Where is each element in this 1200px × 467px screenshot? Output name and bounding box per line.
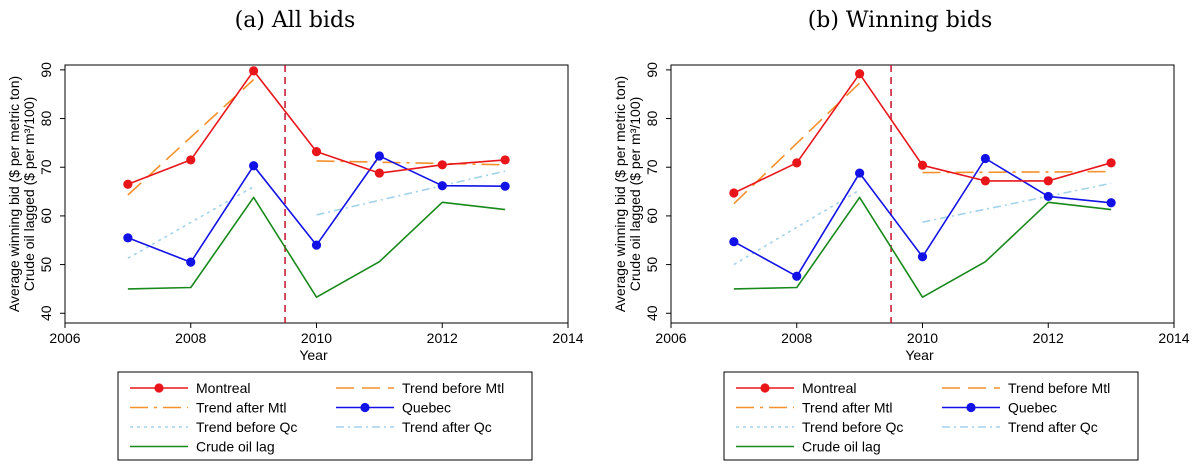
x-tick-label: 2012 [427,330,458,346]
chart-panel-a: (a) All bids 40 50 60 70 80 90 2006 2008 2010 2012… [6,8,584,461]
x-tick-label: 2006 [49,330,80,346]
legend-label: Crude oil lag [802,439,881,455]
legend: Montreal Trend before Mtl Trend after Mtl Q… [117,371,533,461]
legend-label: Quebec [1008,400,1057,416]
x-tick-label: 2014 [552,330,583,346]
series-quebec-point [729,237,739,247]
series-quebec-point [917,252,928,262]
series-montreal-point [311,147,322,157]
series-montreal-point [500,155,510,165]
plot-frame [670,64,1175,324]
x-tick-label: 2008 [175,330,206,346]
series-montreal-point [1106,158,1116,168]
series-quebec-point [792,271,802,281]
series-montreal-point [249,66,259,76]
chart-title: (b) Winning bids [808,8,993,33]
series-quebec-point [980,153,990,164]
x-tick-label: 2010 [301,330,332,346]
legend-label: Trend after Mtl [196,400,287,416]
series-montreal-point [792,158,802,168]
series-quebec-point [500,181,510,191]
y-tick-label: 60 [644,208,660,224]
series-quebec-point [186,257,196,267]
x-tick-label: 2006 [655,330,686,346]
x-tick-label: 2012 [1033,330,1064,346]
series-quebec-point [374,151,384,161]
legend-label: Crude oil lag [196,439,275,455]
y-axis-label-line2: Crude oil lagged ($ per m³/100) [627,97,643,292]
chart-title: (a) All bids [235,8,356,33]
legend: Montreal Trend before Mtl Trend after Mtl Q… [723,371,1139,461]
y-tick-label: 70 [38,159,54,175]
series-crude-oil-lag-line [733,196,1112,299]
series-trend-before-qc-line [127,186,254,259]
series-montreal-point [917,160,928,170]
series-quebec-point [1043,191,1053,202]
chart-panel-b: (b) Winning bids 40 50 60 70 80 90 2006 2008 2010… [612,8,1190,461]
legend-label: Trend after Qc [402,419,492,435]
y-tick-label: 40 [644,305,660,321]
y-tick-label: 70 [644,159,660,175]
legend-label: Trend after Qc [1008,419,1098,435]
y-tick-label: 90 [38,62,54,78]
y-tick-label: 60 [38,208,54,224]
y-tick-label: 80 [38,111,54,127]
legend-label: Montreal [196,380,250,396]
y-tick-label: 50 [38,257,54,273]
plot-frame [64,64,569,324]
legend-marker [760,383,770,393]
legend-marker [966,402,976,413]
series-quebec-point [855,168,865,178]
legend-marker [360,402,370,413]
x-axis-label: Year [299,347,328,363]
legend-label: Trend before Qc [196,419,297,435]
series-trend-after-qc-line [922,182,1112,223]
series-montreal-point [1043,176,1053,186]
series-quebec-point [249,161,259,171]
y-tick-label: 90 [644,62,660,78]
y-tick-label: 80 [644,111,660,127]
legend-label: Quebec [402,400,451,416]
series-montreal-point [437,160,447,170]
series-trend-after-mtl-line [316,160,506,166]
series-montreal-point [855,69,865,79]
series-quebec-point [123,233,133,243]
legend-label: Montreal [802,380,856,396]
series-montreal-point [374,168,384,178]
legend-box [117,371,533,461]
x-tick-label: 2010 [907,330,938,346]
series-montreal-line [733,73,1112,194]
legend-label: Trend before Qc [802,419,903,435]
y-tick-label: 40 [38,305,54,321]
legend-marker [154,383,164,393]
y-axis-label-line2: Crude oil lagged ($ per m³/100) [21,97,37,292]
x-axis-label: Year [905,347,934,363]
series-montreal-point [186,155,196,165]
x-tick-label: 2014 [1158,330,1189,346]
y-axis-label-line1: Average winning bid ($ per metric ton) [6,76,22,312]
series-trend-before-qc-line [733,189,861,266]
series-quebec-point [311,240,322,250]
series-quebec-point [437,181,447,191]
y-tick-label: 50 [644,257,660,273]
series-montreal-point [980,176,990,186]
series-crude-oil-lag-line [127,196,506,299]
y-axis-label-line1: Average winning bid ($ per metric ton) [612,76,628,312]
x-tick-label: 2008 [781,330,812,346]
legend-label: Trend after Mtl [802,400,893,416]
legend-label: Trend before Mtl [402,380,504,396]
series-trend-after-qc-line [316,170,506,216]
series-quebec-point [1106,198,1116,208]
series-montreal-point [729,188,739,198]
legend-box [723,371,1139,461]
series-montreal-point [123,179,133,189]
series-montreal-line [127,70,506,186]
legend-label: Trend before Mtl [1008,380,1110,396]
